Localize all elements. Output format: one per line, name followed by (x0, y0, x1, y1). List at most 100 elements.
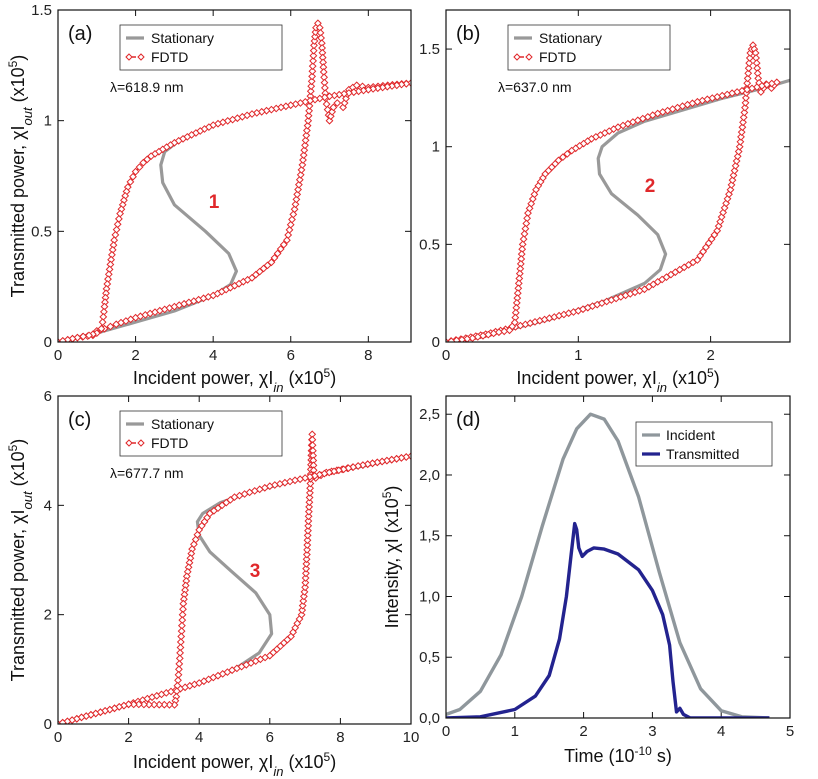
legend-box (507, 24, 671, 71)
fdtd-marker (722, 199, 731, 208)
fdtd-marker (288, 215, 296, 224)
fdtd-marker (294, 180, 303, 189)
fdtd-marker (112, 225, 121, 234)
fdtd-marker (177, 621, 186, 630)
fdtd-marker (308, 435, 317, 444)
fdtd-marker (267, 258, 276, 267)
fdtd-marker (214, 119, 222, 128)
fdtd-marker (751, 49, 760, 57)
fdtd-marker (129, 172, 137, 181)
fdtd-marker (732, 157, 741, 165)
fdtd-marker (344, 89, 353, 97)
fdtd-marker (276, 245, 285, 253)
fdtd-marker (750, 45, 759, 54)
y-axis-label: Transmitted power, χIout (x105) (6, 55, 35, 298)
fdtd-marker (319, 68, 328, 76)
fdtd-marker (300, 587, 309, 596)
fdtd-marker (693, 97, 702, 106)
fdtd-marker (728, 89, 737, 98)
fdtd-marker (307, 82, 316, 91)
fdtd-marker (382, 456, 391, 465)
fdtd-marker (124, 700, 133, 709)
fdtd-marker (299, 597, 308, 605)
y-tick-label: 6 (44, 388, 52, 405)
fdtd-marker (289, 628, 298, 637)
fdtd-marker (58, 336, 67, 342)
fdtd-marker (744, 64, 753, 73)
fdtd-marker (306, 87, 315, 96)
fdtd-marker (339, 103, 348, 112)
panel-d: 0 1 2 3 4 5 0,0 0,5 1,0 1,5 2,0 2,5 (d) Incident Trans… (380, 395, 794, 766)
fdtd-marker (309, 51, 318, 60)
x-axis-label: Incident power, χIin (x105) (516, 366, 719, 395)
fdtd-marker (378, 83, 387, 92)
x-tick-label: 2 (579, 723, 587, 740)
y-tick-label: 1.5 (419, 41, 440, 58)
fdtd-curve (58, 82, 411, 342)
fdtd-marker (68, 716, 77, 724)
fdtd-marker (317, 34, 326, 42)
fdtd-marker (623, 119, 632, 128)
y-axis-label: Transmitted power, χIout (x105) (6, 439, 35, 682)
fdtd-marker (402, 79, 411, 88)
x-tick-label: 3 (648, 723, 656, 740)
fdtd-marker (305, 472, 314, 481)
fdtd-marker (58, 718, 67, 724)
fdtd-marker (291, 200, 300, 209)
fdtd-marker (318, 44, 327, 52)
fdtd-marker (309, 456, 318, 465)
fdtd-marker (139, 158, 148, 167)
fdtd-marker (129, 700, 138, 709)
fdtd-marker (330, 91, 339, 100)
branch-number: 3 (250, 561, 261, 582)
fdtd-marker (322, 100, 331, 109)
x-tick-label: 1 (511, 723, 519, 740)
legend-fdtd-marker (137, 53, 145, 61)
fdtd-marker (308, 72, 317, 81)
fdtd-marker (302, 131, 311, 140)
fdtd-marker (302, 564, 311, 573)
fdtd-marker (145, 700, 153, 709)
fdtd-marker (447, 337, 456, 342)
fdtd-marker (340, 89, 349, 98)
fdtd-marker (176, 648, 185, 657)
fdtd-marker (739, 113, 748, 122)
fdtd-marker (175, 654, 184, 663)
fdtd-marker (111, 230, 120, 239)
fdtd-marker (176, 638, 185, 646)
branch-number: 1 (209, 192, 220, 213)
fdtd-marker (306, 96, 315, 105)
fdtd-marker (319, 58, 328, 67)
plot-area (58, 19, 411, 342)
fdtd-marker (739, 118, 747, 127)
stationary-curve (58, 81, 411, 342)
fdtd-marker (285, 225, 294, 234)
wavelength-annotation: λ=677.7 nm (110, 465, 184, 481)
fdtd-marker (308, 67, 317, 76)
y-tick-label: 0,0 (419, 710, 440, 727)
fdtd-marker (309, 451, 318, 460)
fdtd-marker (315, 23, 324, 32)
fdtd-marker (303, 121, 312, 130)
y-tick-label: 2 (44, 607, 52, 624)
plot-area (446, 41, 790, 342)
fdtd-marker (737, 128, 746, 137)
fdtd-marker (297, 165, 306, 174)
fdtd-marker (364, 85, 373, 94)
fdtd-marker (286, 101, 295, 110)
fdtd-marker (317, 39, 326, 48)
panel-label: (b) (456, 23, 480, 45)
plot-frame (445, 395, 791, 719)
fdtd-marker (135, 163, 144, 172)
fdtd-marker (176, 643, 185, 652)
fdtd-marker (392, 454, 401, 463)
y-tick-label: 1 (432, 139, 440, 156)
fdtd-marker (741, 98, 750, 107)
fdtd-marker (392, 81, 401, 90)
x-tick-label: 0 (442, 723, 450, 740)
fdtd-marker (296, 170, 305, 179)
fdtd-marker (177, 627, 186, 636)
fdtd-marker (699, 247, 708, 256)
fdtd-marker (106, 322, 115, 331)
fdtd-marker (262, 106, 271, 115)
